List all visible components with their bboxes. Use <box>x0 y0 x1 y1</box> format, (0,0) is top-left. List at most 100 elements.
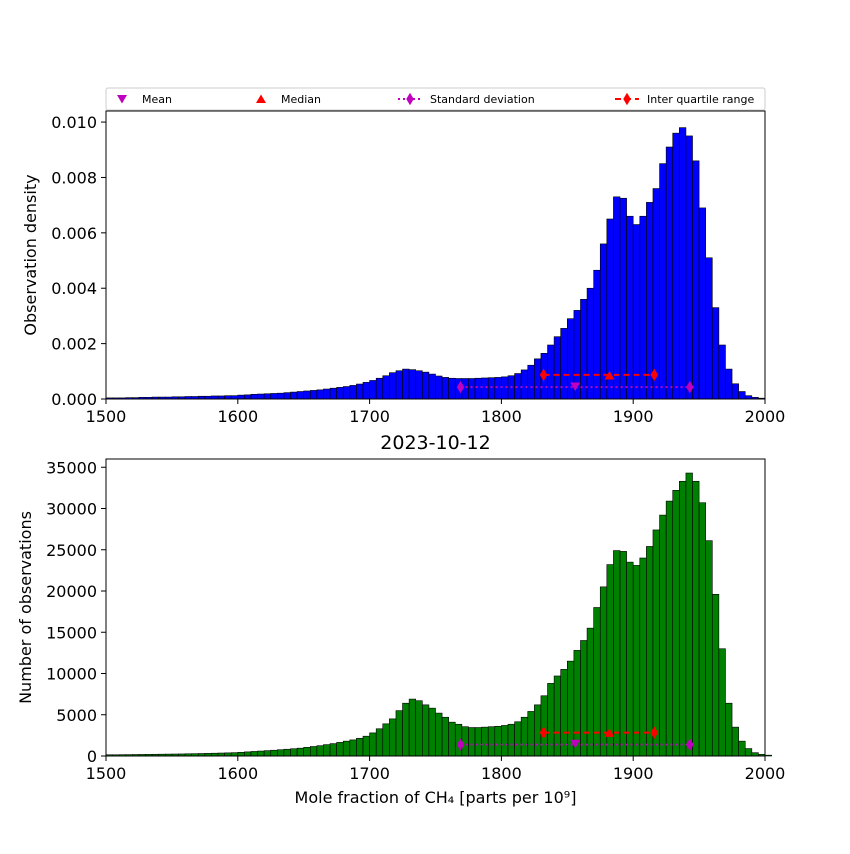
histogram-bar <box>474 727 482 757</box>
histogram-bar <box>474 377 482 400</box>
histogram-bar <box>290 748 298 757</box>
histogram-bar <box>580 299 588 400</box>
x-tick-label: 1800 <box>481 764 522 783</box>
histogram-bar <box>402 368 410 400</box>
x-tick-label: 1700 <box>349 764 390 783</box>
histogram-bar <box>309 390 318 400</box>
histogram-bar <box>711 307 720 400</box>
histogram-bar <box>744 748 753 757</box>
histogram-bar <box>639 215 647 400</box>
histogram-bar <box>685 472 693 757</box>
histogram-bars <box>105 472 772 757</box>
histogram-bar <box>257 393 265 400</box>
histogram-bar <box>277 392 285 400</box>
mean-marker <box>570 739 581 749</box>
histogram-bar <box>527 711 535 757</box>
histogram-bar <box>362 382 370 400</box>
chart-2: 1500 1600 1700 1800 1900 20000500010000150002… <box>16 432 785 807</box>
histogram-bar <box>718 344 726 400</box>
x-axis: 1500 1600 1700 1800 1900 2000 <box>86 399 785 426</box>
x-tick-label: 1700 <box>349 407 390 426</box>
histogram-bar <box>356 383 364 400</box>
histogram-bar <box>369 380 377 400</box>
histogram-bar <box>349 385 357 400</box>
y-tick-label: 10000 <box>46 665 97 684</box>
histogram-bar <box>553 336 562 400</box>
histogram-bar <box>679 480 687 757</box>
histogram-bar <box>382 375 390 400</box>
histogram-bar <box>277 749 285 757</box>
legend-marker <box>406 92 414 106</box>
iqr-marker <box>650 368 659 382</box>
histogram-bar <box>560 328 568 400</box>
histogram-bar <box>507 723 515 757</box>
histogram-bar <box>613 550 621 757</box>
x-axis: 1500 1600 1700 1800 1900 2000 <box>86 756 786 783</box>
x-tick-label: 2000 <box>745 764 786 783</box>
histogram-bar <box>527 364 535 400</box>
histogram-bar <box>395 710 403 757</box>
iqr-marker <box>650 726 659 739</box>
histogram-bar <box>389 718 397 757</box>
histogram-bar <box>626 561 634 757</box>
histogram-bar <box>481 726 489 757</box>
histogram-bar <box>632 565 641 757</box>
y-tick-label: 30000 <box>46 500 97 519</box>
median-marker <box>604 728 615 737</box>
histogram-bar <box>303 747 311 757</box>
histogram-bar <box>534 704 542 757</box>
histogram-bar <box>263 393 272 400</box>
x-tick-label: 1800 <box>481 407 522 426</box>
histogram-bar <box>309 746 318 757</box>
histogram-bar <box>619 551 627 757</box>
histogram-bar <box>652 188 660 400</box>
chart-1: 1500 1600 1700 1800 1900 20000.0000.0020.0040… <box>21 87 785 426</box>
y-axis: 0.000 0.002 0.004 0.006 0.008 0.010 <box>51 113 106 409</box>
std-dev-marker <box>686 738 694 751</box>
y-tick-label: 0.006 <box>51 224 97 243</box>
legend-label: Mean <box>142 93 172 106</box>
histogram-bar <box>711 593 720 757</box>
histogram-bar <box>698 502 706 757</box>
y-tick-label: 0.004 <box>51 279 97 298</box>
histogram-bar <box>494 377 502 400</box>
histogram-bar <box>764 754 772 757</box>
histogram-bar <box>356 737 364 757</box>
histogram-bar <box>685 135 693 400</box>
histogram-bar <box>329 743 337 757</box>
y-tick-label: 15000 <box>46 623 97 642</box>
histogram-bar <box>402 702 410 757</box>
histogram-bar <box>738 740 746 757</box>
histogram-bar <box>731 726 739 757</box>
histogram-bar <box>725 702 733 757</box>
axes-frame <box>105 110 766 400</box>
histogram-bar <box>290 391 298 400</box>
y-axis: 0 5000 10000 15000 20000 25000 30000 35000 <box>46 458 106 766</box>
histogram-bar <box>342 386 351 400</box>
x-tick-label: 1900 <box>613 407 654 426</box>
histogram-bar <box>606 218 614 400</box>
histogram-bar <box>408 698 417 757</box>
histogram-bar <box>698 207 706 400</box>
y-tick-label: 0.008 <box>51 168 97 187</box>
histogram-bar <box>731 383 739 400</box>
histogram-bar <box>487 377 496 400</box>
histogram-bar <box>593 269 601 400</box>
histogram-bar <box>672 490 680 757</box>
histogram-bar <box>619 197 627 400</box>
histogram-bar <box>718 648 726 757</box>
histogram-bar <box>593 607 601 757</box>
y-tick-label: 5000 <box>56 706 97 725</box>
histogram-bar <box>237 751 245 757</box>
histogram-bar <box>296 747 304 757</box>
histogram-bar <box>501 725 509 757</box>
legend-label: Median <box>281 93 321 106</box>
x-tick-label: 1500 <box>86 764 127 783</box>
y-tick-label: 0.002 <box>51 335 97 354</box>
histogram-bar <box>415 700 423 757</box>
histogram-bar <box>547 344 555 400</box>
histogram-bar <box>270 749 278 757</box>
y-tick-label: 35000 <box>46 458 97 477</box>
std-dev-marker <box>456 380 465 394</box>
histogram-bar <box>428 373 436 400</box>
